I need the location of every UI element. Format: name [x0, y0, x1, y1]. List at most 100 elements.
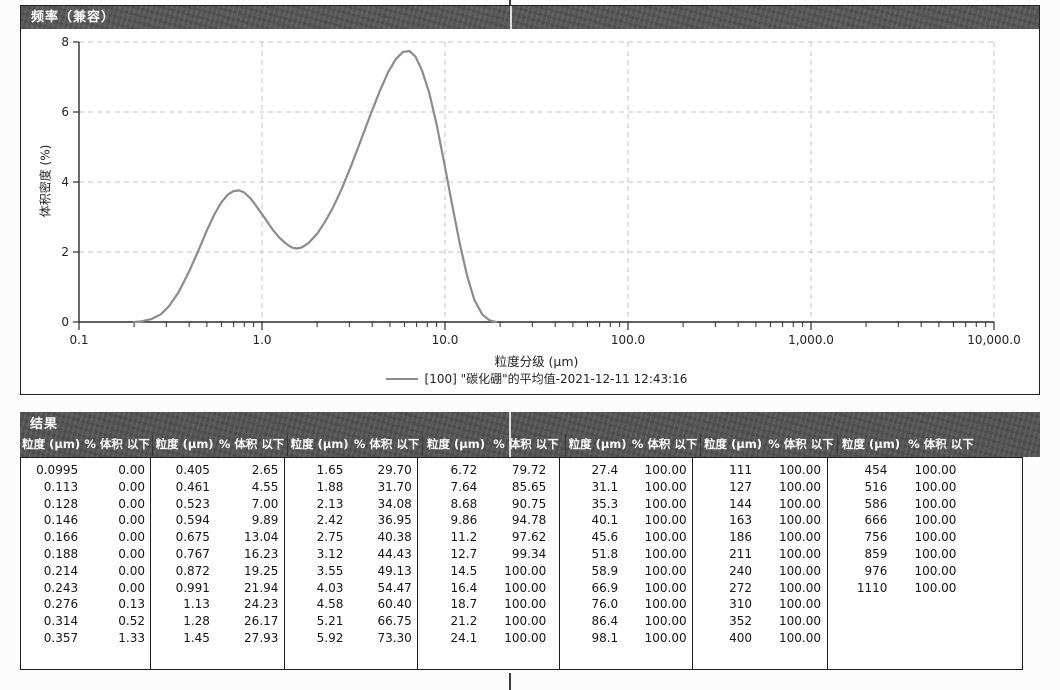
table-row: 0.214 0.00 [21, 563, 151, 580]
table-row: 12.7 99.34 [418, 546, 559, 563]
table-row: 0.594 9.89 [151, 512, 284, 529]
size-cell: 3.12 [316, 546, 344, 561]
volume-under-cell: 100.00 [914, 513, 957, 528]
results-group-box: 6.72 79.72 7.64 85.65 8.68 90.75 9.86 94.78 11.2… [417, 457, 561, 670]
table-row: 2.42 36.95 [285, 512, 418, 529]
volume-under-cell: 19.25 [244, 563, 279, 578]
size-cell: 756 [864, 530, 888, 545]
table-row: 66.9 100.00 [560, 580, 693, 597]
table-row: 666 100.00 [828, 512, 1022, 529]
size-cell: 1.45 [183, 630, 210, 645]
size-cell: 0.214 [43, 563, 79, 578]
table-row: 272 100.00 [693, 580, 828, 597]
volume-under-cell: 2.65 [251, 463, 279, 477]
x-tick-label: 1.0 [252, 333, 271, 347]
table-row: 0.523 7.00 [151, 496, 284, 513]
table-row: 0.243 0.00 [21, 580, 151, 597]
size-column-header: 粒度 (µm) [427, 437, 485, 451]
volume-under-cell: 100.00 [644, 580, 687, 595]
size-cell: 0.314 [43, 614, 79, 629]
volume-under-column-header: % 体积 以下 [84, 437, 150, 451]
y-tick-label: 4 [61, 175, 69, 189]
table-row: 76.0 100.00 [560, 596, 693, 613]
size-cell: 66.9 [591, 580, 619, 595]
table-row: 40.1 100.00 [560, 512, 693, 529]
size-cell: 400 [729, 630, 753, 645]
table-row: 0.767 16.23 [151, 546, 284, 563]
table-row: 14.5 100.00 [418, 563, 559, 580]
volume-under-cell: 0.52 [118, 614, 145, 629]
volume-under-cell: 100.00 [914, 479, 957, 494]
size-cell: 16.4 [450, 580, 478, 595]
table-row: 6.72 79.72 [418, 462, 559, 479]
table-row: 111 100.00 [693, 462, 828, 479]
size-cell: 1.88 [316, 479, 344, 494]
y-tick-label: 0 [61, 315, 69, 329]
size-cell: 5.92 [316, 630, 344, 645]
volume-under-cell: 7.00 [251, 496, 279, 511]
volume-under-cell: 100.00 [779, 630, 822, 645]
table-row: 0.128 0.00 [21, 496, 151, 513]
volume-under-cell: 21.94 [244, 580, 279, 595]
volume-under-cell: 0.00 [118, 563, 145, 578]
x-tick-label: 1,000.0 [788, 333, 834, 347]
volume-under-cell: 100.00 [779, 597, 822, 612]
size-cell: 859 [864, 546, 888, 561]
chart-legend: [100] "碳化硼"的平均值-2021-12-11 12:43:16 [79, 370, 994, 387]
volume-under-cell: 100.00 [914, 496, 957, 511]
scan-crease-bottom [509, 673, 511, 690]
size-cell: 31.1 [591, 479, 619, 494]
volume-under-cell: 0.00 [118, 479, 145, 494]
size-cell: 21.2 [450, 614, 478, 629]
size-cell: 0.461 [175, 479, 210, 494]
results-group-box: 0.0995 0.00 0.113 0.00 0.128 0.00 0.146 0.00 0.1… [20, 457, 152, 670]
size-cell: 76.0 [591, 597, 619, 612]
volume-under-cell: 31.70 [377, 479, 412, 494]
size-cell: 12.7 [450, 546, 478, 561]
table-row: 0.166 0.00 [21, 529, 151, 546]
size-cell: 7.64 [450, 479, 478, 494]
volume-under-cell: 90.75 [511, 496, 547, 511]
frequency-panel: 频率（兼容） 体积密度 (%) 粒度分级 (µm) [100] "碳化硼"的平均… [20, 5, 1040, 395]
size-cell: 2.75 [316, 530, 344, 545]
volume-under-cell: 100.00 [644, 597, 687, 612]
table-row: 2.13 34.08 [285, 496, 418, 513]
volume-under-cell: 79.72 [511, 463, 547, 477]
x-tick-label: 0.1 [69, 333, 88, 347]
x-axis-label: 粒度分级 (µm) [494, 354, 579, 369]
size-cell: 0.188 [43, 546, 79, 561]
size-cell: 4.03 [316, 580, 344, 595]
results-header-group: 粒度 (µm)% 体积 以下 [287, 435, 422, 456]
legend-line-swatch [385, 377, 418, 380]
volume-under-cell: 100.00 [914, 580, 957, 595]
table-row: 0.461 4.55 [151, 479, 284, 496]
table-row: 86.4 100.00 [560, 613, 693, 630]
table-row: 0.276 0.13 [21, 596, 151, 613]
volume-under-cell: 1.33 [118, 630, 145, 645]
size-cell: 45.6 [591, 530, 619, 545]
size-cell: 211 [729, 546, 753, 561]
table-row: 516 100.00 [828, 479, 1022, 496]
volume-under-cell: 44.43 [377, 546, 412, 561]
size-cell: 0.523 [175, 496, 210, 511]
size-cell: 4.58 [316, 597, 344, 612]
results-header-group: 粒度 (µm)% 体积 以下 [20, 435, 152, 456]
volume-under-cell: 0.13 [118, 597, 145, 612]
size-cell: 0.276 [43, 597, 79, 612]
volume-under-cell: 0.00 [118, 580, 145, 595]
table-row: 7.64 85.65 [418, 479, 559, 496]
volume-under-cell: 0.00 [118, 463, 145, 477]
volume-under-cell: 49.13 [377, 563, 412, 578]
size-cell: 0.146 [43, 513, 79, 528]
volume-under-cell: 0.00 [118, 546, 145, 561]
scan-crease-top [509, 0, 511, 6]
volume-under-cell: 100.00 [779, 580, 822, 595]
table-row: 0.314 0.52 [21, 613, 151, 630]
volume-under-column-header: % 体积 以下 [353, 437, 420, 451]
size-cell: 1110 [856, 580, 888, 595]
table-row: 18.7 100.00 [418, 596, 559, 613]
table-row: 400 100.00 [693, 630, 828, 647]
size-column-header: 粒度 (µm) [568, 437, 627, 451]
table-row: 35.3 100.00 [560, 496, 693, 513]
size-cell: 111 [729, 463, 753, 477]
